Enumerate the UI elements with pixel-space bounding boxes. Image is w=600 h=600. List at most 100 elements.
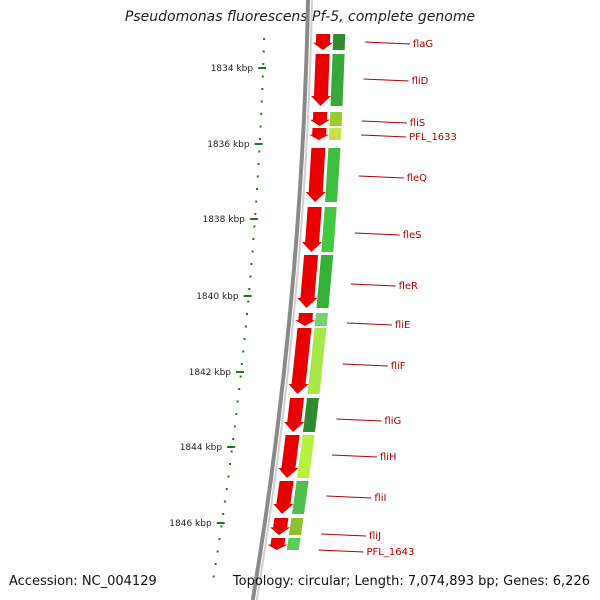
major-tick xyxy=(243,295,252,297)
minor-tick xyxy=(250,263,253,265)
cog-block xyxy=(329,112,343,126)
gene-arrow[interactable] xyxy=(297,255,319,308)
minor-tick xyxy=(227,475,230,478)
minor-tick xyxy=(259,138,261,140)
gene-arrow[interactable] xyxy=(309,128,330,140)
minor-tick xyxy=(222,513,225,515)
gene-labels: flaG fliD fliS PFL_1633 fleQ fleS fleR fliE fliF… xyxy=(318,39,457,558)
cog-block xyxy=(321,207,337,252)
minor-tick xyxy=(261,75,264,78)
minor-tick xyxy=(235,413,238,415)
leader-line xyxy=(342,363,388,367)
cog-block xyxy=(307,328,327,394)
map-title: Pseudomonas fluorescens Pf-5, complete g… xyxy=(124,9,476,25)
gene-label[interactable]: PFL_1633 xyxy=(409,132,457,143)
minor-tick xyxy=(229,463,231,465)
scale-ruler: 1834 kbp 1836 kbp 1838 kbp 1840 kbp 1842 kbp… xyxy=(169,38,267,578)
leader-line xyxy=(326,495,372,499)
gene-label[interactable]: PFL_1643 xyxy=(367,547,415,558)
minor-tick xyxy=(261,88,264,90)
cog-block xyxy=(303,398,319,432)
gene-arrow[interactable] xyxy=(311,54,331,106)
minor-tick xyxy=(214,563,217,565)
leader-line xyxy=(320,533,367,537)
leader-line xyxy=(336,418,382,422)
minor-tick xyxy=(244,325,247,328)
tick-label: 1834 kbp xyxy=(211,64,254,74)
gene-arrow[interactable] xyxy=(278,435,300,478)
gene-label[interactable]: fliS xyxy=(410,118,425,129)
gene-label[interactable]: fliI xyxy=(374,493,386,504)
minor-tick xyxy=(230,450,233,453)
gene-label[interactable]: fliJ xyxy=(369,531,381,542)
leader-line xyxy=(361,134,407,138)
minor-tick xyxy=(256,175,259,178)
minor-tick xyxy=(247,300,250,303)
major-tick xyxy=(216,522,225,524)
minor-tick xyxy=(259,125,262,128)
gene-arrow[interactable] xyxy=(267,538,288,550)
gene-label[interactable]: fleQ xyxy=(407,173,427,184)
leader-line xyxy=(363,78,409,82)
leader-line xyxy=(354,232,400,236)
leader-line xyxy=(364,41,410,45)
minor-tick xyxy=(256,188,258,190)
leader-line xyxy=(331,454,377,458)
gene-arrow[interactable] xyxy=(295,313,316,326)
minor-tick xyxy=(249,275,252,278)
gene-label[interactable]: fliD xyxy=(412,76,429,87)
minor-tick xyxy=(263,38,266,40)
minor-tick xyxy=(258,150,261,153)
major-tick xyxy=(236,371,244,373)
gene-track xyxy=(267,34,333,550)
minor-tick xyxy=(216,550,219,553)
cog-block xyxy=(292,481,309,514)
gene-arrow[interactable] xyxy=(305,148,326,202)
minor-tick xyxy=(242,350,245,353)
minor-tick xyxy=(262,63,265,65)
leader-line xyxy=(361,120,407,124)
gene-arrow[interactable] xyxy=(312,34,333,50)
gene-label[interactable]: fleS xyxy=(403,230,422,241)
backbone-layer xyxy=(250,0,313,600)
minor-tick xyxy=(236,400,239,403)
cog-block xyxy=(332,34,346,50)
minor-tick xyxy=(220,525,223,528)
tick-label: 1846 kbp xyxy=(169,519,212,529)
minor-tick xyxy=(238,388,241,390)
minor-tick xyxy=(246,313,248,315)
gene-arrow[interactable] xyxy=(273,481,294,514)
gene-label[interactable]: fliG xyxy=(384,416,401,427)
backbone-arc-inner xyxy=(255,0,313,600)
gene-label[interactable]: fliH xyxy=(380,452,397,463)
gene-arrow[interactable] xyxy=(270,518,291,535)
gene-label[interactable]: flaG xyxy=(413,39,433,50)
backbone-arc xyxy=(250,0,310,600)
gene-label[interactable]: fliE xyxy=(395,320,410,331)
minor-tick xyxy=(251,250,254,253)
major-tick xyxy=(249,218,258,220)
minor-tick xyxy=(253,225,256,228)
leader-line xyxy=(350,283,396,287)
gene-arrow[interactable] xyxy=(309,112,330,126)
gene-arrow[interactable] xyxy=(284,398,305,432)
minor-tick xyxy=(260,113,263,115)
cog-block xyxy=(316,255,334,308)
topology-label: Topology: circular; Length: 7,074,893 bp… xyxy=(232,574,590,589)
minor-tick xyxy=(255,200,258,203)
gene-arrow[interactable] xyxy=(288,328,312,394)
accession-label: Accession: NC_004129 xyxy=(9,574,157,589)
minor-tick xyxy=(260,100,263,103)
minor-tick xyxy=(240,363,243,365)
gene-arrow[interactable] xyxy=(302,207,323,252)
minor-tick xyxy=(257,163,260,165)
major-tick xyxy=(258,67,267,69)
cog-block xyxy=(289,518,304,535)
gene-label[interactable]: fleR xyxy=(399,281,418,292)
minor-tick xyxy=(243,338,246,340)
gene-label[interactable]: fliF xyxy=(391,361,406,372)
minor-tick xyxy=(262,50,265,53)
tick-label: 1842 kbp xyxy=(189,368,232,378)
